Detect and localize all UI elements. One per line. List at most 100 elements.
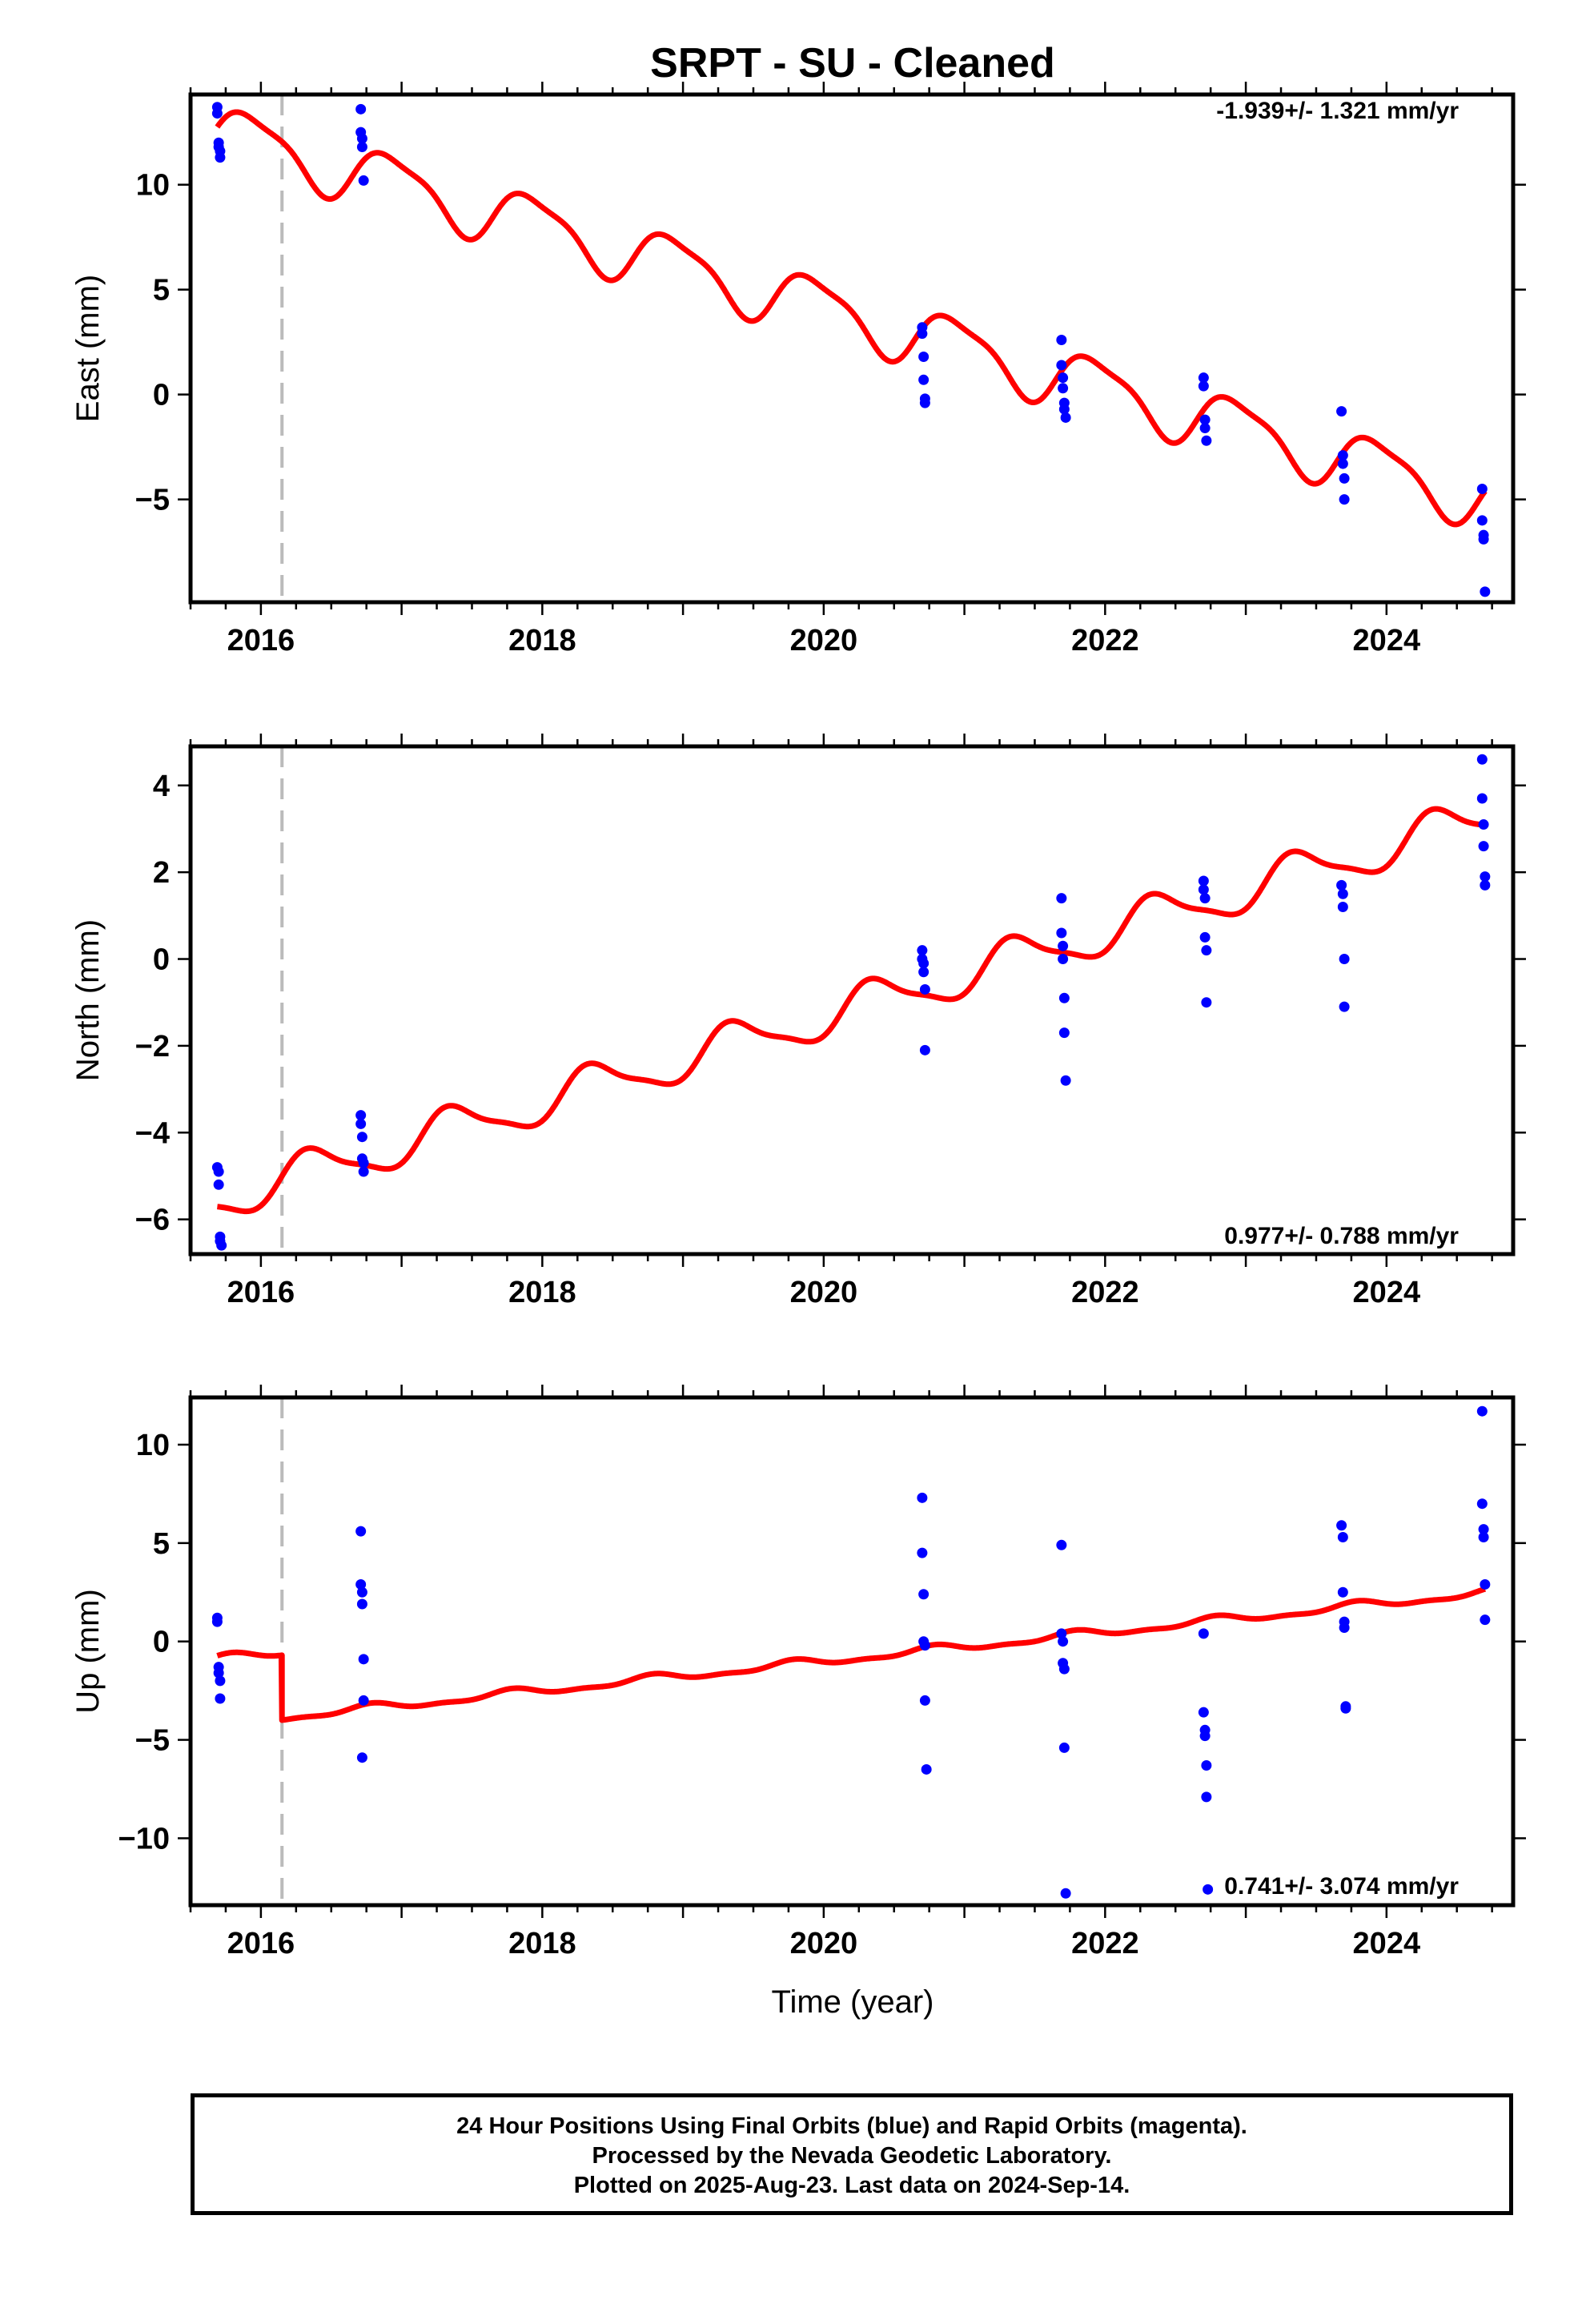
data-point xyxy=(215,1693,226,1704)
data-point xyxy=(1339,472,1350,484)
data-point xyxy=(1058,404,1070,415)
data-point xyxy=(213,1667,224,1679)
data-point xyxy=(216,1240,227,1251)
data-point xyxy=(1337,1586,1348,1598)
y-tick-label: 0 xyxy=(153,1626,170,1659)
data-point xyxy=(921,1763,932,1775)
y-tick-label: 4 xyxy=(153,770,170,803)
data-point xyxy=(1201,997,1212,1008)
data-point xyxy=(1058,383,1069,394)
data-point xyxy=(1058,954,1069,965)
y-tick-label: 0 xyxy=(153,379,170,412)
data-point xyxy=(1199,423,1211,434)
data-point xyxy=(1201,1791,1212,1803)
data-point xyxy=(1336,1520,1347,1531)
data-point xyxy=(1337,1531,1348,1542)
data-point xyxy=(1201,435,1212,446)
data-point xyxy=(1201,1760,1212,1771)
data-point xyxy=(919,1695,930,1706)
data-point xyxy=(1478,841,1489,852)
data-point xyxy=(918,351,930,362)
data-point xyxy=(919,1044,930,1055)
x-tick-label: 2024 xyxy=(1353,624,1421,657)
x-tick-label: 2022 xyxy=(1071,1927,1139,1960)
data-point xyxy=(358,1695,369,1706)
data-point xyxy=(1058,1663,1070,1675)
data-point xyxy=(1476,1405,1488,1417)
data-point xyxy=(1060,1075,1071,1086)
data-point xyxy=(215,152,226,163)
data-point xyxy=(1337,901,1348,912)
data-point xyxy=(1480,871,1491,883)
rate-label: 0.741+/- 3.074 mm/yr xyxy=(1224,1873,1459,1900)
data-point xyxy=(918,967,930,978)
data-point xyxy=(1058,1742,1070,1753)
y-tick-label: 10 xyxy=(136,1429,170,1462)
data-point xyxy=(1337,450,1348,461)
data-point xyxy=(1476,484,1488,495)
data-point xyxy=(1058,1027,1070,1039)
y-tick-label: 0 xyxy=(153,943,170,977)
plot-frame xyxy=(188,92,1516,605)
data-point xyxy=(1337,458,1348,469)
footer-line-2: Processed by the Nevada Geodetic Laborat… xyxy=(592,2143,1112,2169)
data-point xyxy=(917,328,928,340)
data-point xyxy=(356,141,367,152)
data-point xyxy=(1198,884,1209,895)
y-tick-label: 5 xyxy=(153,1527,170,1561)
data-point xyxy=(1060,412,1071,423)
panel-1: 2016 2018 2020 2022 2024 −5 0 5 10 East (mm) -1.93… xyxy=(70,82,1526,657)
figure-title: SRPT - SU - Cleaned xyxy=(650,40,1055,86)
y-tick-label: 2 xyxy=(153,856,170,890)
model-curve xyxy=(215,109,1488,528)
data-point xyxy=(356,1586,367,1598)
panel-3: 2016 2018 2020 2022 2024 −10 −5 0 5 10 Up (mm) 0.74… xyxy=(70,1385,1526,1960)
data-point xyxy=(1476,1498,1488,1510)
data-point xyxy=(211,1616,223,1627)
x-tick-label: 2016 xyxy=(227,1927,295,1960)
y-axis-label: North (mm) xyxy=(70,919,106,1081)
data-point xyxy=(1056,335,1067,346)
data-point xyxy=(355,1578,367,1590)
data-point xyxy=(1199,931,1211,943)
data-point xyxy=(1198,1707,1209,1718)
data-point xyxy=(358,1157,369,1168)
data-point xyxy=(356,1598,367,1610)
data-point xyxy=(1056,1539,1067,1550)
data-point xyxy=(1339,494,1350,505)
y-tick-label: −5 xyxy=(135,1724,170,1758)
footer-box: 24 Hour Positions Using Final Orbits (bl… xyxy=(191,2093,1513,2215)
data-point xyxy=(1478,819,1489,830)
data-point xyxy=(356,1752,367,1763)
data-point xyxy=(1198,380,1209,392)
rate-label: -1.939+/- 1.321 mm/yr xyxy=(1216,98,1459,124)
data-point xyxy=(1339,1622,1350,1634)
data-point xyxy=(213,1179,224,1190)
x-tick-label: 2016 xyxy=(227,624,295,657)
data-point xyxy=(355,1526,367,1537)
data-point xyxy=(1480,1614,1491,1626)
data-point xyxy=(1476,754,1488,765)
data-point xyxy=(1058,1636,1069,1647)
y-tick-label: −2 xyxy=(135,1030,170,1063)
data-point xyxy=(1478,1531,1489,1542)
x-tick-label: 2016 xyxy=(227,1276,295,1309)
data-point xyxy=(1480,1578,1491,1590)
rate-label: 0.977+/- 0.788 mm/yr xyxy=(1224,1223,1459,1249)
y-tick-label: −10 xyxy=(118,1822,170,1856)
data-point xyxy=(1058,372,1069,384)
data-point xyxy=(358,1654,369,1665)
y-tick-label: 10 xyxy=(136,169,170,203)
x-tick-label: 2018 xyxy=(508,1927,576,1960)
data-point xyxy=(356,1132,367,1143)
data-point xyxy=(919,1640,930,1651)
x-axis-label: Time (year) xyxy=(772,1984,934,2020)
data-point xyxy=(1478,1524,1489,1535)
data-point xyxy=(213,1166,224,1177)
x-tick-label: 2020 xyxy=(790,1276,858,1309)
data-point xyxy=(1336,879,1347,891)
data-point xyxy=(918,1589,930,1600)
data-point xyxy=(355,1118,367,1129)
data-point xyxy=(355,103,367,115)
data-point xyxy=(919,983,930,995)
